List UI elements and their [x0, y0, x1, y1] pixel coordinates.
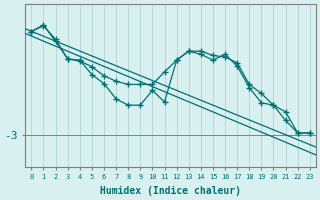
X-axis label: Humidex (Indice chaleur): Humidex (Indice chaleur) [100, 186, 241, 196]
